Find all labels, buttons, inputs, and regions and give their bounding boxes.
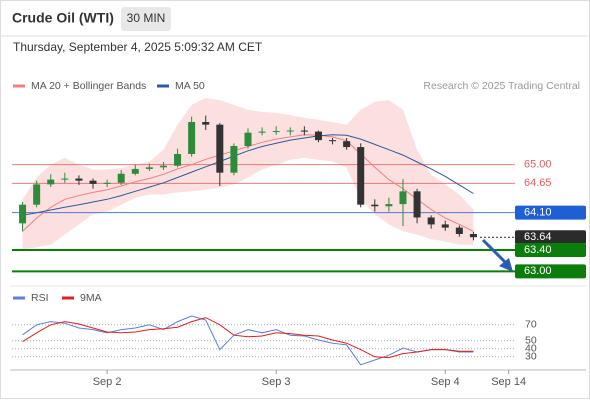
candle-body: [314, 131, 322, 141]
ma-line: [22, 134, 474, 216]
level-label: 63.64: [524, 231, 552, 243]
bollinger-band: [22, 98, 474, 250]
credit: Research © 2025 Trading Central: [423, 80, 580, 92]
x-tick-label: Sep 3: [262, 376, 291, 388]
candle-body: [385, 204, 393, 207]
legend-label: MA 50: [175, 80, 205, 92]
candle-body: [131, 168, 139, 174]
indicator-line: [22, 315, 474, 366]
y-tick-label: 70: [525, 319, 537, 331]
x-tick-label: Sep 2: [93, 376, 122, 388]
timestamp: Thursday, September 4, 2025 5:09:32 AM C…: [13, 40, 263, 54]
candle-body: [258, 131, 266, 133]
candle-body: [89, 180, 97, 184]
candle-body: [33, 184, 41, 205]
level-label: 63.40: [524, 244, 552, 256]
candle-body: [174, 154, 182, 166]
candle-body: [117, 173, 125, 183]
candle-body: [469, 234, 477, 238]
candle-body: [300, 130, 308, 132]
level-badge: [515, 264, 586, 279]
candle-body: [371, 204, 379, 207]
legend-label: RSI: [31, 292, 49, 304]
candle-body: [216, 124, 224, 173]
candle-body: [230, 146, 238, 173]
candle-body: [272, 131, 280, 133]
candle-body: [75, 178, 83, 181]
candle-body: [47, 179, 55, 185]
candle-body: [455, 227, 463, 234]
candle-body: [286, 130, 294, 132]
level-label: 63.00: [524, 265, 552, 277]
y-tick-label: 30: [525, 351, 537, 363]
candle-body: [19, 204, 27, 224]
level-badge: [515, 243, 586, 257]
candle-body: [357, 147, 365, 205]
candle-body: [329, 140, 337, 142]
legend-label: MA 20 + Bollinger Bands: [31, 80, 146, 92]
candle-body: [159, 165, 167, 168]
level-label: 65.00: [524, 159, 552, 171]
candle-body: [244, 132, 252, 146]
title: Crude Oil (WTI): [12, 10, 114, 26]
candle-body: [103, 182, 111, 184]
candle-body: [202, 122, 210, 125]
level-badge: [515, 205, 586, 220]
level-badge: [515, 230, 586, 245]
candle-body: [145, 167, 153, 169]
candle-body: [399, 191, 407, 205]
legend-label: 9MA: [80, 292, 102, 304]
candle-body: [427, 217, 435, 225]
candle-body: [441, 224, 449, 228]
candle-body: [343, 141, 351, 148]
x-tick-label: Sep 4: [431, 376, 460, 388]
timeframe: 30 MIN: [127, 11, 166, 25]
x-tick-label: Sep 14: [491, 376, 526, 388]
indicator-line: [22, 317, 474, 359]
level-label: 64.65: [524, 177, 552, 189]
timeframe-badge: [121, 7, 171, 31]
y-tick-label: 40: [525, 343, 537, 355]
candle-body: [61, 178, 69, 180]
y-tick-label: 50: [525, 335, 537, 347]
forecast-arrow: [481, 238, 513, 272]
candle-body: [413, 191, 421, 218]
level-label: 64.10: [524, 207, 552, 219]
candle-body: [188, 122, 196, 154]
